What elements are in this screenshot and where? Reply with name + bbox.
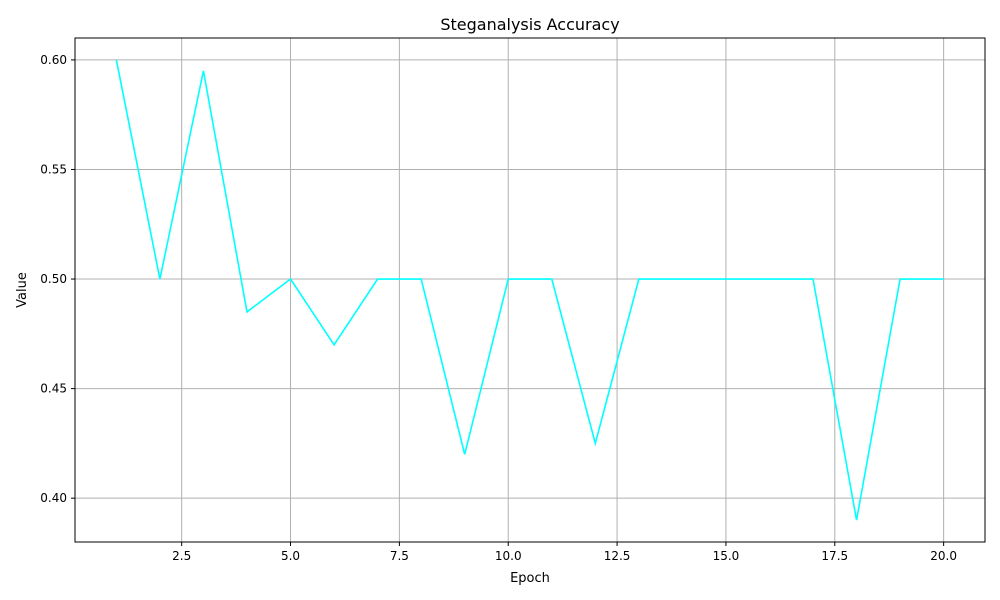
x-tick-label: 20.0 <box>930 549 957 563</box>
y-tick-label: 0.50 <box>40 272 67 286</box>
y-axis-label: Value <box>15 272 30 308</box>
x-tick-label: 2.5 <box>172 549 191 563</box>
chart-title: Steganalysis Accuracy <box>440 15 619 34</box>
x-tick-label: 15.0 <box>713 549 740 563</box>
x-axis-label: Epoch <box>510 571 550 586</box>
y-tick-label: 0.55 <box>40 162 67 176</box>
plot-frame <box>74 37 986 543</box>
x-tick-label: 5.0 <box>281 549 300 563</box>
x-tick-label: 12.5 <box>604 549 631 563</box>
y-tick-label: 0.40 <box>40 491 67 505</box>
y-tick-label: 0.45 <box>40 382 67 396</box>
x-tick-label: 17.5 <box>821 549 848 563</box>
y-axis: 0.40 0.45 0.50 0.55 0.60 <box>40 53 75 505</box>
series-group <box>115 59 944 521</box>
x-tick-label: 7.5 <box>390 549 409 563</box>
series-line <box>115 59 944 521</box>
y-tick-label: 0.60 <box>40 53 67 67</box>
x-tick-label: 10.0 <box>495 549 522 563</box>
x-axis: 2.5 5.0 7.5 10.0 12.5 15.0 17.5 20.0 <box>172 542 957 563</box>
